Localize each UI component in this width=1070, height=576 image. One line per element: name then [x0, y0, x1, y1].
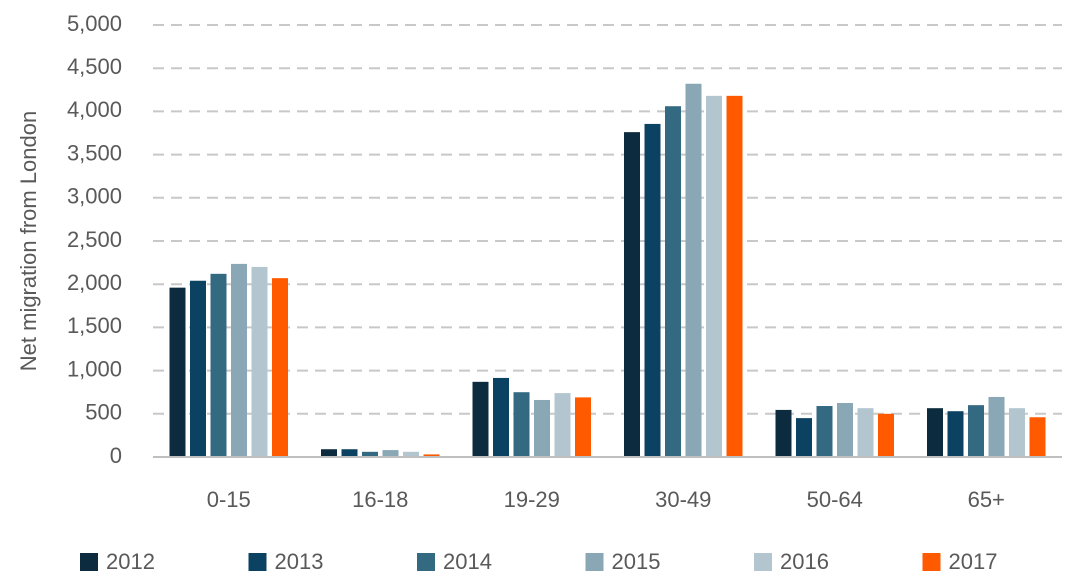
- bar: [534, 399, 550, 457]
- y-tick-label: 2,000: [67, 270, 122, 295]
- bar: [423, 454, 440, 457]
- legend-swatch: [248, 553, 267, 571]
- legend-label: 2013: [275, 549, 324, 574]
- bar: [382, 450, 399, 457]
- legend-swatch: [922, 553, 941, 571]
- y-tick-label: 3,000: [67, 184, 122, 209]
- bar: [665, 106, 681, 457]
- x-tick-label: 16-18: [352, 487, 408, 512]
- bar: [210, 273, 227, 457]
- bar: [644, 123, 661, 457]
- y-tick-label: 5,000: [67, 11, 122, 36]
- legend-label: 2017: [949, 549, 998, 574]
- bar: [878, 413, 894, 457]
- y-axis-label: Net migration from London: [16, 111, 41, 371]
- legend-swatch: [417, 553, 435, 571]
- legend-swatch: [80, 553, 98, 571]
- bar: [169, 287, 186, 457]
- bar: [857, 408, 874, 457]
- bar: [251, 266, 268, 457]
- x-tick-label: 65+: [968, 487, 1005, 512]
- legend-label: 2014: [443, 549, 492, 574]
- bar: [775, 409, 792, 457]
- bar: [575, 397, 591, 457]
- bar: [1029, 417, 1046, 457]
- legend-label: 2016: [780, 549, 829, 574]
- bar: [493, 377, 509, 457]
- bar: [272, 278, 288, 457]
- bar: [988, 396, 1005, 457]
- x-tick-label: 50-64: [807, 487, 863, 512]
- y-tick-label: 0: [110, 443, 122, 468]
- bar: [837, 403, 853, 457]
- bar: [796, 418, 812, 457]
- bar: [513, 392, 530, 457]
- bar: [1009, 408, 1025, 457]
- bar: [947, 411, 964, 457]
- x-tick-label: 0-15: [207, 487, 251, 512]
- x-tick-label: 30-49: [655, 487, 711, 512]
- y-tick-label: 1,000: [67, 356, 122, 381]
- bar: [685, 83, 702, 457]
- y-tick-label: 2,500: [67, 227, 122, 252]
- bar: [706, 95, 722, 458]
- bar: [321, 449, 337, 457]
- bar: [362, 451, 378, 457]
- bar: [554, 393, 571, 457]
- bar: [403, 451, 419, 457]
- y-tick-label: 500: [85, 400, 122, 425]
- bar: [968, 405, 984, 457]
- x-tick-label: 19-29: [504, 487, 560, 512]
- bar: [231, 263, 247, 457]
- bar: [341, 449, 358, 457]
- legend-label: 2015: [612, 549, 661, 574]
- bar: [726, 95, 743, 458]
- y-tick-label: 4,500: [67, 54, 122, 79]
- bar: [624, 132, 640, 458]
- bar: [816, 406, 833, 457]
- legend-swatch: [754, 553, 772, 571]
- y-tick-label: 4,000: [67, 97, 122, 122]
- legend-swatch: [585, 553, 604, 571]
- legend-label: 2012: [106, 549, 155, 574]
- y-tick-label: 1,500: [67, 313, 122, 338]
- y-tick-label: 3,500: [67, 140, 122, 165]
- bar: [190, 280, 206, 457]
- bar: [472, 381, 489, 457]
- bar: [927, 408, 943, 457]
